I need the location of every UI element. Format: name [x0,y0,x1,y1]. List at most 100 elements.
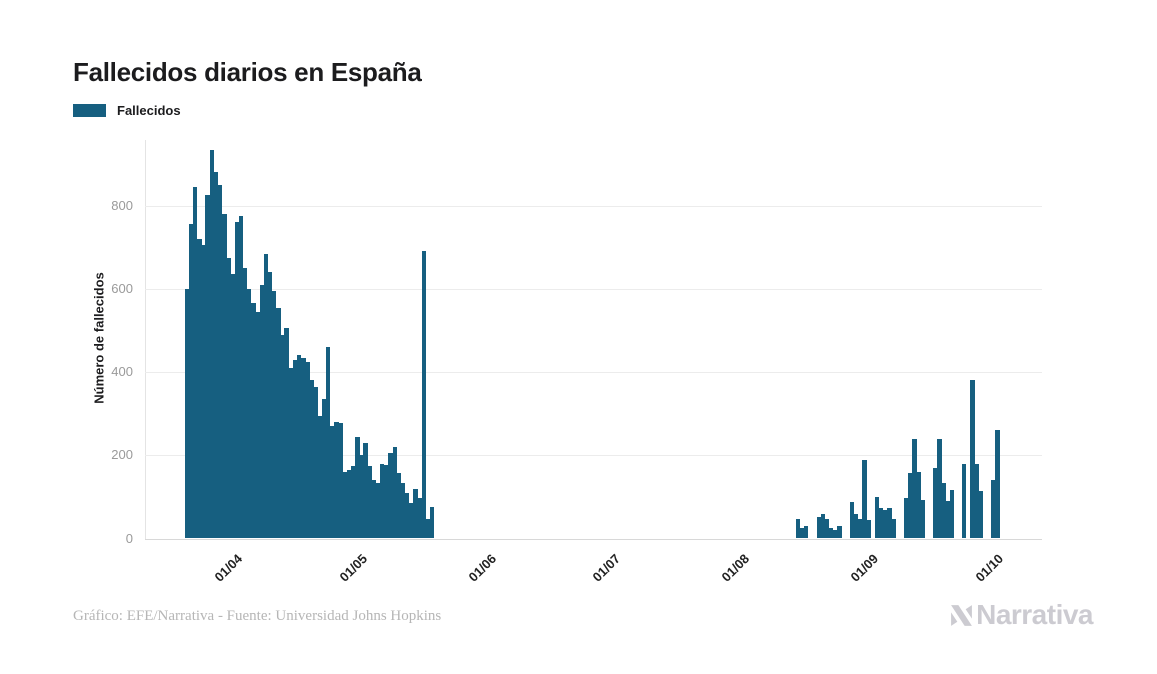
x-tick-label: 01/07 [590,551,624,585]
bar [213,172,219,539]
bar [837,526,842,539]
bar [334,422,339,539]
bar [974,463,979,539]
bar [326,347,331,539]
bar [887,508,892,539]
bar [795,518,801,539]
bar [920,499,925,539]
bar [429,506,435,539]
legend-swatch-icon [73,104,106,117]
bar [251,303,256,539]
bar [271,290,277,539]
bar [230,274,235,539]
bar [193,186,198,539]
bar [209,149,215,539]
bar [317,415,323,539]
y-tick-label: 400 [111,364,133,380]
bar [247,288,252,539]
bar [908,473,913,539]
bar [371,480,377,539]
x-axis-line [145,538,1042,540]
bar [313,386,318,539]
bar [945,501,950,539]
bar [903,498,909,539]
bar [288,367,294,539]
bar [912,438,917,539]
y-tick-label: 0 [125,530,133,546]
bar [891,518,896,539]
bar [284,328,289,539]
bar [197,238,202,539]
x-tick-label: 01/04 [211,551,246,585]
bar [342,471,348,539]
bar [849,501,855,539]
bar [184,288,190,539]
bar [375,483,381,539]
legend: Fallecidos [73,103,181,118]
bar [384,464,389,539]
bar [853,513,859,539]
bar [413,488,418,539]
bar [292,359,298,539]
bar [363,442,368,539]
bar [824,518,830,539]
bar [937,438,942,539]
bar [350,465,356,539]
bar [388,453,393,539]
bar [941,483,946,539]
bar [309,380,314,539]
bar [816,516,821,539]
bar [276,307,281,539]
bar [991,479,996,539]
bar [858,518,863,539]
bar [242,268,248,539]
bar [804,526,809,539]
bar [932,467,938,539]
bar [866,520,871,539]
bar [226,257,231,539]
bar [234,222,239,539]
x-tick-label: 01/09 [847,551,882,585]
chart-title: Fallecidos diarios en España [73,57,422,88]
bar [820,514,826,539]
bar [949,489,954,539]
bar [346,469,352,539]
x-tick-label: 01/10 [972,551,1007,585]
y-tick-label: 600 [111,280,133,296]
narrativa-logo-icon [951,604,973,626]
bar [205,195,210,539]
chart-credit: Gráfico: EFE/Narrativa - Fuente: Univers… [73,608,442,624]
bar [267,272,273,539]
bar [380,463,385,539]
x-tick-label: 01/08 [718,551,753,585]
bar [296,355,302,539]
y-tick-label: 200 [111,447,133,463]
bar [883,510,888,539]
bar [367,465,372,539]
bar [970,380,975,539]
x-tick-label: 01/05 [336,551,371,585]
bar [217,184,223,539]
bar [405,492,410,539]
narrativa-logo: Narrativa [949,599,1093,631]
bar [255,311,260,539]
bar [238,216,244,539]
bar [978,491,984,539]
bar [995,429,1000,539]
bar [301,357,306,539]
bar [321,399,327,539]
bar [355,436,360,539]
bar [878,507,884,539]
legend-label: Fallecidos [117,103,181,118]
bar [421,251,427,539]
gridline [145,455,1042,457]
bar [263,253,269,539]
bar [201,245,206,539]
bar [409,503,414,539]
gridline [145,372,1042,374]
bar [259,284,264,539]
bar [874,496,880,539]
bar [833,530,838,539]
bar [305,361,310,539]
